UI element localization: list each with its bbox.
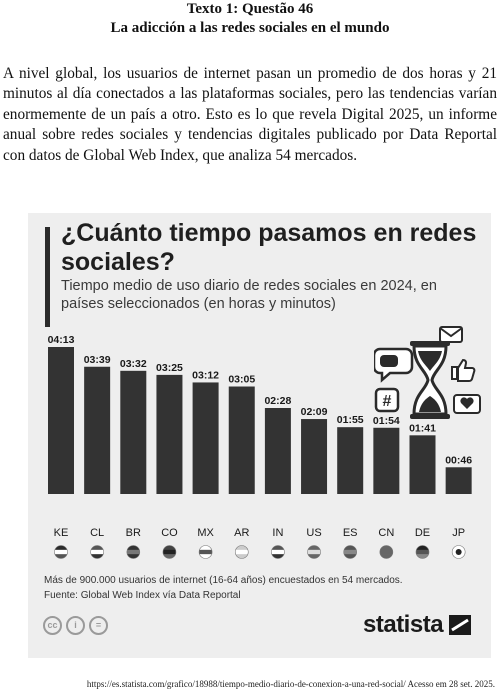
flag-us-icon [307, 545, 321, 559]
brand-name: statista [363, 611, 444, 638]
value-label-cn: 01:54 [373, 415, 400, 427]
x-tick-jp: JP [452, 527, 465, 539]
statista-brand: statista [363, 611, 472, 639]
chart-title: ¿Cuánto tiempo pasamos en redes sociales… [61, 219, 477, 276]
chart-source: Fuente: Global Web Index vía Data Report… [44, 590, 241, 601]
chart-note: Más de 900.000 usuarios de internet (16-… [44, 575, 403, 586]
thumbs-up-icon [451, 358, 476, 382]
bar-ar [228, 386, 255, 494]
bar-cn [373, 427, 400, 494]
no-derivatives-icon: = [89, 616, 108, 635]
bar-jp [445, 467, 472, 494]
value-label-co: 03:25 [156, 362, 183, 374]
value-label-us: 02:09 [301, 406, 328, 418]
x-tick-co: CO [161, 527, 178, 539]
flag-ke-icon [54, 545, 68, 559]
x-tick-es: ES [343, 527, 358, 539]
value-label-es: 01:55 [337, 414, 364, 426]
x-tick-cn: CN [378, 527, 394, 539]
flag-mx-icon [198, 545, 213, 559]
chat-icon [374, 347, 414, 383]
bar-mx [192, 382, 219, 494]
flag-cn-icon [379, 545, 394, 559]
attribution-icon: i [66, 616, 85, 635]
flag-de-icon [415, 545, 430, 559]
bar-us [301, 419, 328, 494]
bar-es [337, 427, 364, 494]
intro-paragraph: A nivel global, los usuarios de internet… [3, 65, 497, 164]
bar-chart: 04:13 KE 03:39 CL 03:32 BR 03:25 CO 03:12 MX 03:05… [48, 334, 472, 559]
bar-br [120, 370, 147, 494]
x-tick-br: BR [126, 527, 141, 539]
value-label-ar: 03:05 [228, 374, 255, 386]
value-label-br: 03:32 [120, 358, 147, 370]
header-subtitle: La adicción a las redes sociales en el m… [110, 20, 390, 36]
bar-ke [48, 347, 74, 494]
hourglass-icon [410, 341, 450, 419]
value-label-ke: 04:13 [48, 334, 75, 346]
flag-in-icon [271, 545, 285, 559]
flag-cl-icon [90, 545, 104, 559]
statista-logo-icon [449, 615, 472, 635]
bar-co [156, 374, 183, 494]
x-tick-in: IN [272, 527, 283, 539]
title-accent-bar [45, 227, 50, 327]
bar-de [409, 435, 436, 494]
value-label-jp: 00:46 [445, 454, 472, 466]
flag-br-icon [126, 545, 141, 559]
license-icons: cc i = [43, 616, 108, 635]
svg-text:#: # [383, 393, 392, 410]
x-tick-mx: MX [197, 527, 214, 539]
hashtag-icon: # [374, 387, 400, 413]
x-tick-de: DE [415, 527, 430, 539]
x-tick-cl: CL [90, 527, 104, 539]
infographic-card: ¿Cuánto tiempo pasamos en redes sociales… [28, 213, 491, 658]
bar-cl [84, 366, 111, 494]
chart-subtitle: Tiempo medio de uso diario de redes soci… [61, 278, 437, 312]
creative-commons-icon: cc [43, 616, 62, 635]
source-url: https://es.statista.com/grafico/18988/ti… [86, 679, 495, 689]
value-label-cl: 03:39 [84, 354, 111, 366]
header-title: Texto 1: Questão 46 [186, 1, 314, 17]
x-tick-ke: KE [54, 527, 69, 539]
flag-jp-icon [451, 545, 466, 559]
bar-in [264, 408, 291, 494]
email-icon [439, 326, 463, 343]
flag-es-icon [343, 545, 358, 559]
x-tick-ar: AR [234, 527, 249, 539]
flag-co-icon [162, 545, 177, 559]
value-label-de: 01:41 [409, 422, 436, 434]
value-label-in: 02:28 [264, 395, 291, 407]
x-tick-us: US [306, 527, 321, 539]
document-header: Texto 1: Questão 46 La adicción a las re… [0, 0, 500, 38]
flag-ar-icon [234, 545, 249, 559]
chart-notes: Más de 900.000 usuarios de internet (16-… [44, 573, 403, 603]
heart-icon [453, 394, 481, 414]
value-label-mx: 03:12 [192, 369, 219, 381]
illustration-hourglass: # [374, 326, 481, 419]
